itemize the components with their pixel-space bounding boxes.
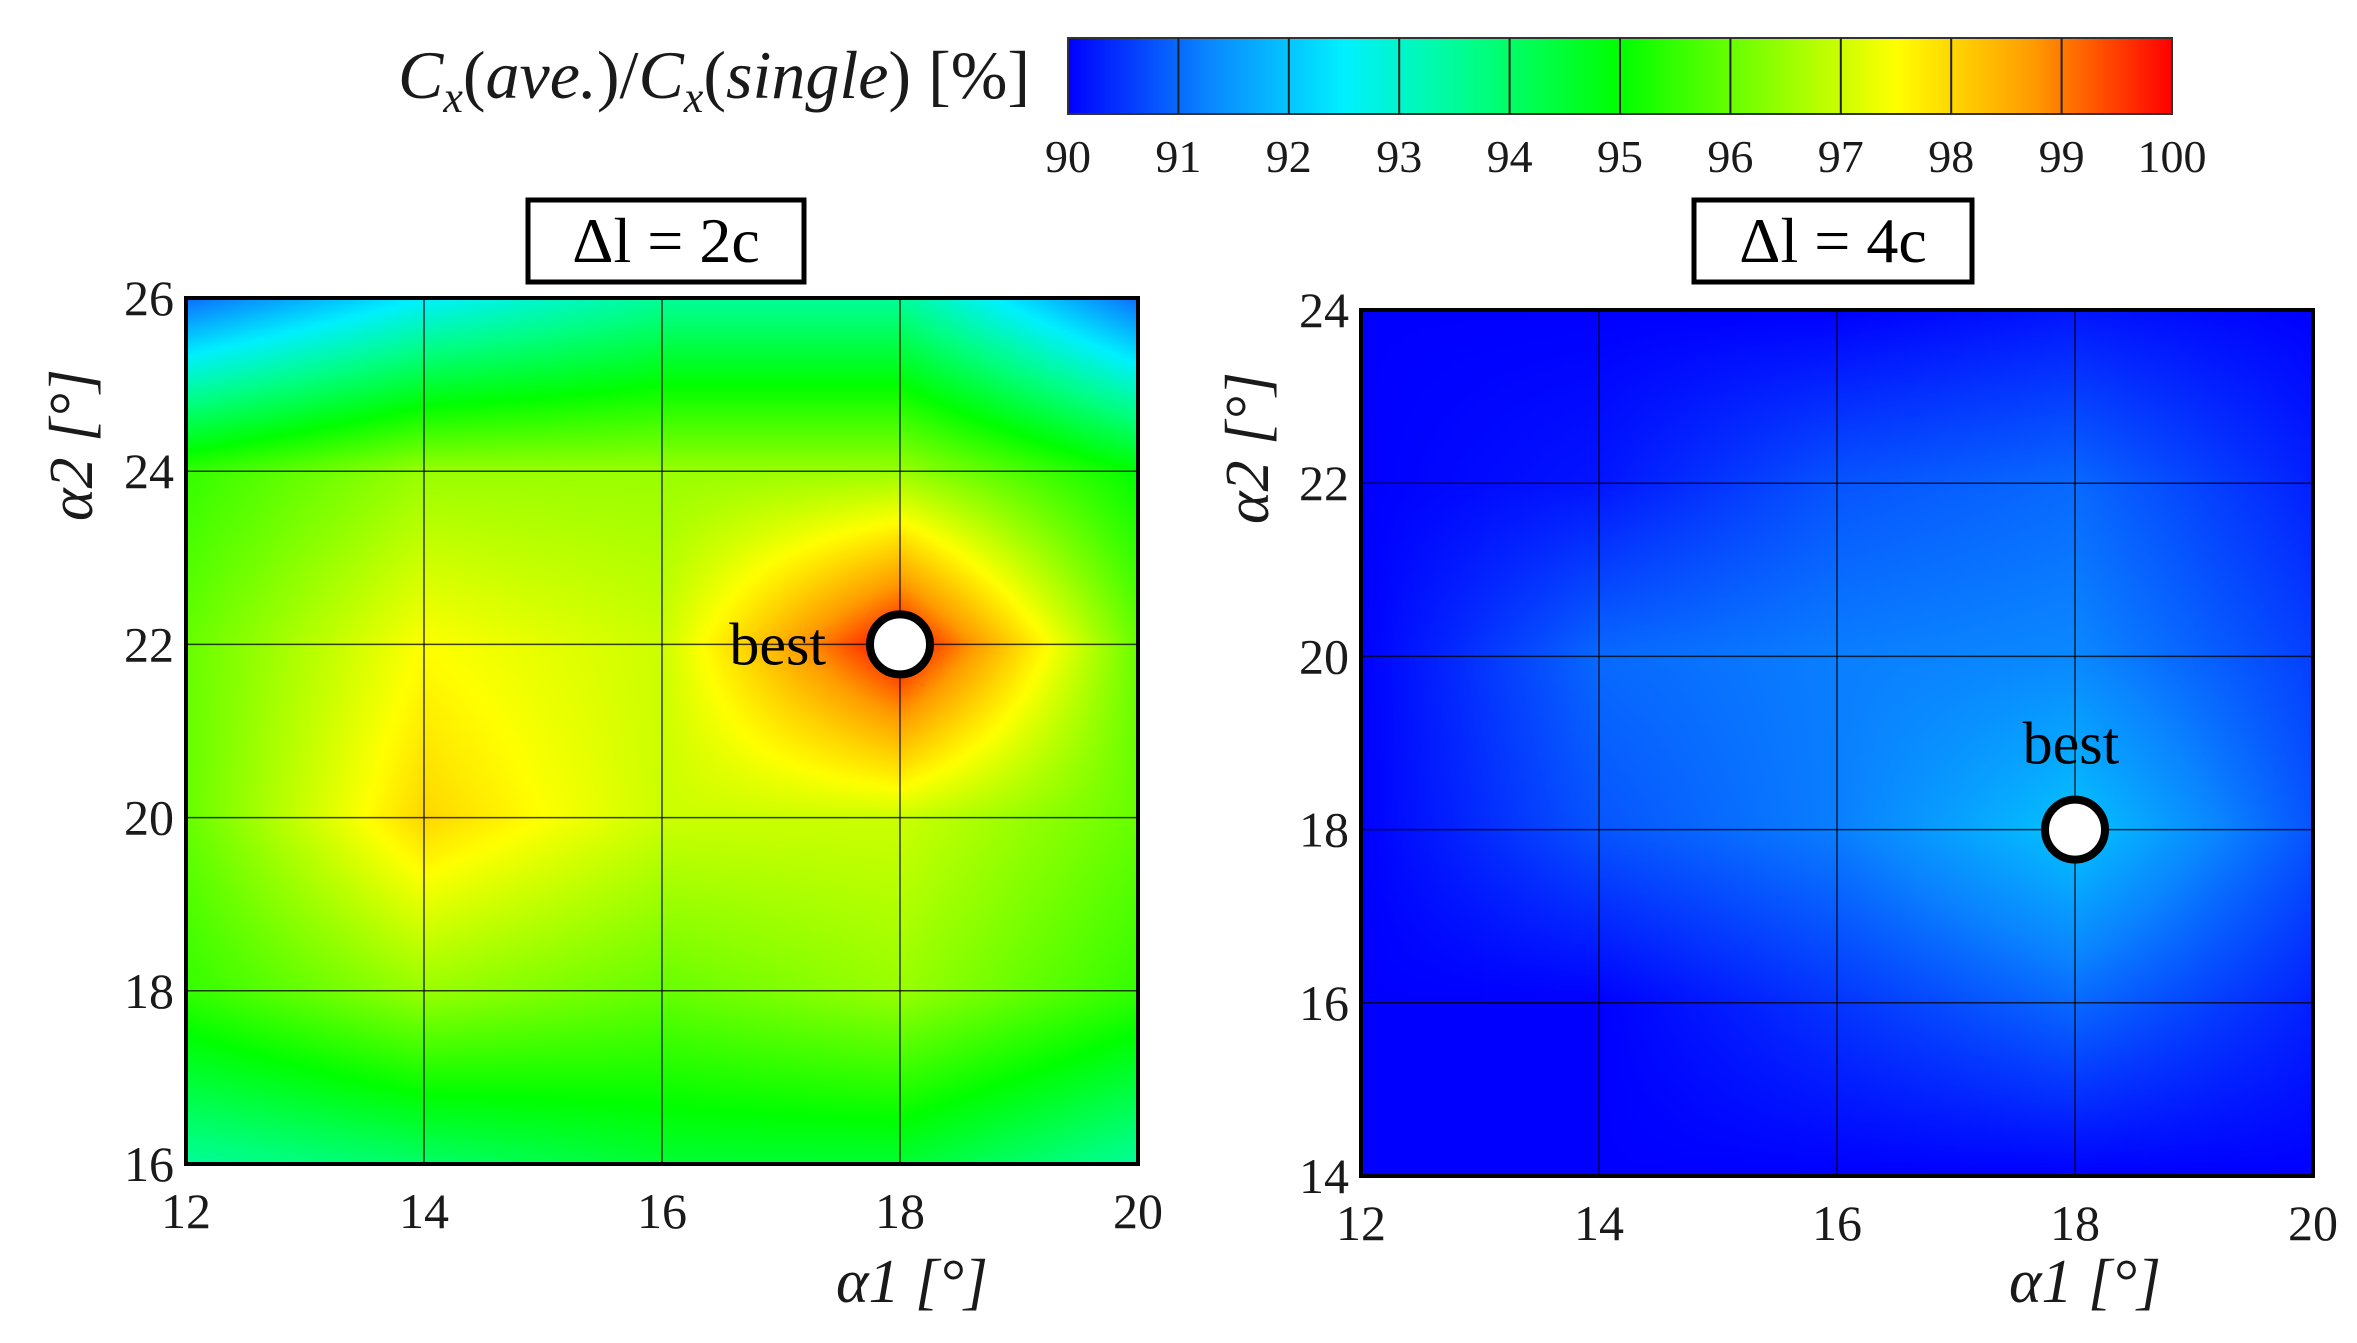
- y-tick-label: 24: [124, 443, 174, 499]
- x-tick-label: 16: [637, 1183, 687, 1239]
- x-tick-label: 16: [1812, 1195, 1862, 1251]
- x-tick-label: 12: [1336, 1195, 1386, 1251]
- x-tick-label: 18: [875, 1183, 925, 1239]
- best-point-marker: [866, 610, 934, 679]
- panel-1-title-box: [525, 197, 807, 285]
- x-tick-label: 20: [2288, 1195, 2338, 1251]
- panel-2-title-box: [1691, 197, 1975, 285]
- plot-frame: [184, 296, 1140, 1166]
- colorbar-tick-label: 96: [1707, 131, 1753, 182]
- colorbar-tick-label: 100: [2138, 131, 2207, 182]
- x-tick-label: 20: [1113, 1183, 1163, 1239]
- y-tick-label: 22: [1299, 455, 1349, 511]
- colorbar-label: Cx(ave.)/Cx(single) [%]: [398, 37, 1030, 122]
- x-tick-label: 12: [161, 1183, 211, 1239]
- plot-frame: [1359, 308, 2315, 1178]
- colorbar-tick-label: 90: [1045, 131, 1091, 182]
- panel-2-ylabel: α2 [°]: [1214, 372, 1282, 524]
- colorbar-tick-label: 93: [1376, 131, 1422, 182]
- colorbar-tick-label: 99: [2039, 131, 2085, 182]
- colorbar-tick-label: 94: [1487, 131, 1533, 182]
- y-tick-label: 26: [124, 270, 174, 326]
- y-tick-label: 20: [1299, 628, 1349, 684]
- panel-1: Δl = 2c 12 14 16 18 20 16 18 20 22 24 26 best α1 [°…: [38, 197, 1163, 1316]
- y-tick-label: 24: [1299, 282, 1349, 338]
- y-tick-label: 22: [124, 616, 174, 672]
- best-point-marker: [2041, 795, 2109, 864]
- x-tick-label: 14: [399, 1183, 449, 1239]
- colorbar-tick-label: 95: [1597, 131, 1643, 182]
- colorbar-tick-label: 97: [1818, 131, 1864, 182]
- y-tick-label: 14: [1299, 1148, 1349, 1204]
- colorbar: Cx(ave.)/Cx(single) [%] 90 91 92 93 94 95 96 97…: [398, 37, 2207, 182]
- panel-2-title: Δl = 4c: [1739, 205, 1926, 276]
- panel-2-xlabel: α1 [°]: [2009, 1248, 2161, 1316]
- y-tick-label: 16: [124, 1136, 174, 1192]
- panel-1-xlabel: α1 [°]: [836, 1248, 988, 1316]
- colorbar-tick-label: 98: [1928, 131, 1974, 182]
- y-tick-label: 20: [124, 790, 174, 846]
- y-tick-label: 16: [1299, 975, 1349, 1031]
- y-tick-label: 18: [124, 963, 174, 1019]
- panel-1-ylabel: α2 [°]: [38, 369, 106, 521]
- colorbar-tick-label: 92: [1266, 131, 1312, 182]
- panel-1-title: Δl = 2c: [572, 205, 759, 276]
- colorbar-tick-label: 91: [1155, 131, 1201, 182]
- x-tick-label: 14: [1574, 1195, 1624, 1251]
- best-point-label: best: [2023, 711, 2120, 777]
- best-point-label: best: [729, 611, 826, 677]
- x-tick-label: 18: [2050, 1195, 2100, 1251]
- y-tick-label: 18: [1299, 802, 1349, 858]
